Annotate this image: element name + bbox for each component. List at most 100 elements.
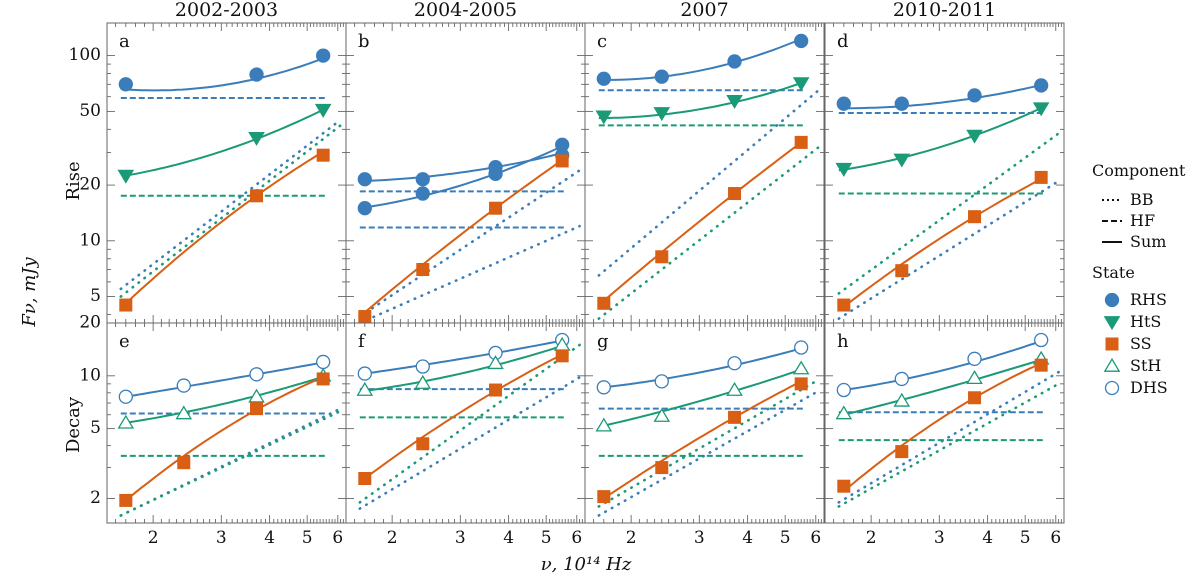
panel-b-ss-2-point-2 bbox=[489, 201, 503, 215]
x-tick-label-f-6: 6 bbox=[571, 528, 582, 548]
panel-h: h bbox=[824, 322, 1065, 524]
panel-a-hts-1-sum-line bbox=[125, 107, 327, 177]
panel-g-sth-1-bb-line bbox=[597, 378, 820, 508]
y-ticks-a bbox=[107, 55, 346, 315]
legend-marker-rhs bbox=[1104, 292, 1120, 308]
panel-h-sth-1-bb-line bbox=[837, 382, 1060, 508]
x-tick-label-h-2: 2 bbox=[866, 528, 877, 548]
panel-e-dhs-0-point-1 bbox=[176, 378, 191, 393]
legend-component-title: Component bbox=[1092, 161, 1186, 180]
panel-g-ss-2-sum-line bbox=[603, 378, 805, 500]
x-tick-label-e-4: 4 bbox=[264, 528, 275, 548]
panel-letter-e: e bbox=[119, 331, 130, 352]
x-ticks-c bbox=[593, 23, 822, 323]
x-ticks-g bbox=[593, 323, 822, 523]
panel-f: f bbox=[345, 322, 586, 524]
legend-label-sum: Sum bbox=[1130, 232, 1166, 251]
panel-e-sth-1-sum-line bbox=[125, 374, 327, 424]
x-tick-label-h-3: 3 bbox=[934, 528, 945, 548]
x-ticks-e bbox=[115, 323, 344, 523]
panel-h-dhs-0-point-0 bbox=[836, 382, 851, 398]
panel-g-dhs-0-point-1 bbox=[654, 374, 669, 389]
legend-markers bbox=[1103, 292, 1121, 396]
legend-marker-dhs bbox=[1104, 380, 1120, 396]
panel-g-ss-2-point-1 bbox=[655, 461, 669, 475]
panel-d-rhs-0-point-3 bbox=[1034, 78, 1049, 93]
panel-f-ss-2-point-3 bbox=[555, 349, 569, 363]
panel-a-hts-1-point-1 bbox=[248, 131, 265, 146]
panel-g: g bbox=[584, 322, 825, 524]
legend: Component BB HF Sum State RHS HtS SS StH… bbox=[1092, 161, 1186, 397]
panel-c-rhs-0-point-0 bbox=[596, 71, 611, 86]
panel-h-dhs-0-point-1 bbox=[894, 371, 909, 387]
panel-c-ss-2-point-1 bbox=[655, 250, 669, 264]
panel-f-dhs-0-point-1 bbox=[415, 359, 430, 374]
panel-b-rhs-0-point-1 bbox=[415, 172, 430, 187]
x-tick-label-g-6: 6 bbox=[810, 528, 821, 548]
panel-frame-g bbox=[584, 322, 825, 524]
panel-b-rhs-1-point-3 bbox=[555, 137, 570, 152]
panel-b-rhs-1-point-1 bbox=[415, 186, 430, 201]
panel-g-sth-1-point-2 bbox=[726, 381, 743, 396]
panel-h-dhs-0-bb-line bbox=[837, 370, 1060, 504]
panel-d-hts-1-bb-line bbox=[837, 132, 1060, 295]
y-tick-label-e-5: 5 bbox=[90, 418, 101, 438]
panel-b-rhs-0-sum-line bbox=[359, 151, 566, 183]
panel-h-sth-1-point-2 bbox=[966, 370, 983, 384]
x-axis-label: ν, 10¹⁴ Hz bbox=[541, 554, 632, 575]
x-tick-label-f-2: 2 bbox=[387, 528, 398, 548]
x-tick-label-f-5: 5 bbox=[541, 528, 552, 548]
panel-content-g bbox=[595, 340, 820, 517]
panel-d-hts-1-point-1 bbox=[893, 153, 911, 168]
legend-label-dhs: DHS bbox=[1130, 378, 1168, 397]
panel-e-dhs-0-bb-line bbox=[119, 407, 342, 517]
panel-f-sth-1-point-2 bbox=[487, 355, 504, 370]
panel-c-rhs-0-point-2 bbox=[727, 54, 742, 69]
legend-label-rhs: RHS bbox=[1130, 290, 1167, 309]
y-ticks-e bbox=[107, 322, 346, 499]
panel-c-hts-1-point-0 bbox=[595, 110, 613, 125]
panel-c: c bbox=[584, 22, 825, 324]
panel-a-rhs-0-sum-line bbox=[120, 56, 327, 92]
panel-g-ss-2-point-0 bbox=[597, 490, 611, 504]
legend-marker-ss bbox=[1105, 337, 1119, 351]
panel-h-ss-2-point-2 bbox=[968, 391, 982, 405]
legend-state-title: State bbox=[1092, 263, 1135, 282]
panel-f-dhs-0-point-0 bbox=[357, 366, 372, 381]
legend-label-sth: StH bbox=[1130, 356, 1161, 375]
panel-b-rhs-1-sum-line bbox=[359, 143, 566, 210]
panel-e-sth-1-point-2 bbox=[248, 388, 265, 403]
panel-b-ss-2-sum-line bbox=[359, 157, 566, 318]
panel-a-hts-1-point-0 bbox=[117, 169, 135, 184]
panel-d-rhs-0-point-0 bbox=[836, 96, 851, 111]
panel-c-hts-1-sum-line bbox=[598, 81, 805, 120]
panel-f-ss-2-point-0 bbox=[358, 471, 372, 485]
column-title-0: 2002-2003 bbox=[175, 0, 278, 21]
panel-content-c bbox=[595, 33, 820, 320]
panel-a-ss-2-point-2 bbox=[316, 148, 330, 162]
x-tick-label-h-4: 4 bbox=[982, 528, 993, 548]
panel-a-rhs-0-point-2 bbox=[316, 48, 331, 63]
panel-e-sth-1-point-1 bbox=[175, 405, 193, 420]
panel-h-sth-1-point-1 bbox=[893, 392, 911, 407]
panel-d-hts-1-point-3 bbox=[1032, 102, 1050, 117]
panel-letter-f: f bbox=[358, 331, 366, 352]
panel-d-ss-2-point-0 bbox=[837, 298, 851, 312]
x-tick-label-h-5: 5 bbox=[1020, 528, 1031, 548]
panel-a-rhs-0-point-0 bbox=[118, 77, 133, 92]
panel-f-ss-2-sum-line bbox=[364, 352, 566, 480]
y-ticks-g bbox=[585, 322, 824, 499]
panel-d: d bbox=[824, 22, 1065, 324]
panel-c-ss-2-point-2 bbox=[728, 187, 742, 201]
panel-c-hts-1-bb-line bbox=[597, 145, 820, 320]
panel-c-ss-2-point-0 bbox=[597, 296, 611, 310]
panel-h-dhs-0-point-3 bbox=[1034, 332, 1049, 348]
y-tick-label-a-100: 100 bbox=[69, 45, 101, 65]
x-ticks-h bbox=[833, 323, 1062, 523]
panel-b: b bbox=[345, 22, 586, 324]
panel-d-hts-1-sum-line bbox=[838, 105, 1045, 172]
panel-e-dhs-0-sum-line bbox=[125, 360, 327, 398]
panel-a-ss-2-point-0 bbox=[119, 298, 133, 312]
panel-g-ss-2-point-3 bbox=[794, 377, 808, 391]
panel-e-ss-2-point-2 bbox=[250, 402, 264, 416]
